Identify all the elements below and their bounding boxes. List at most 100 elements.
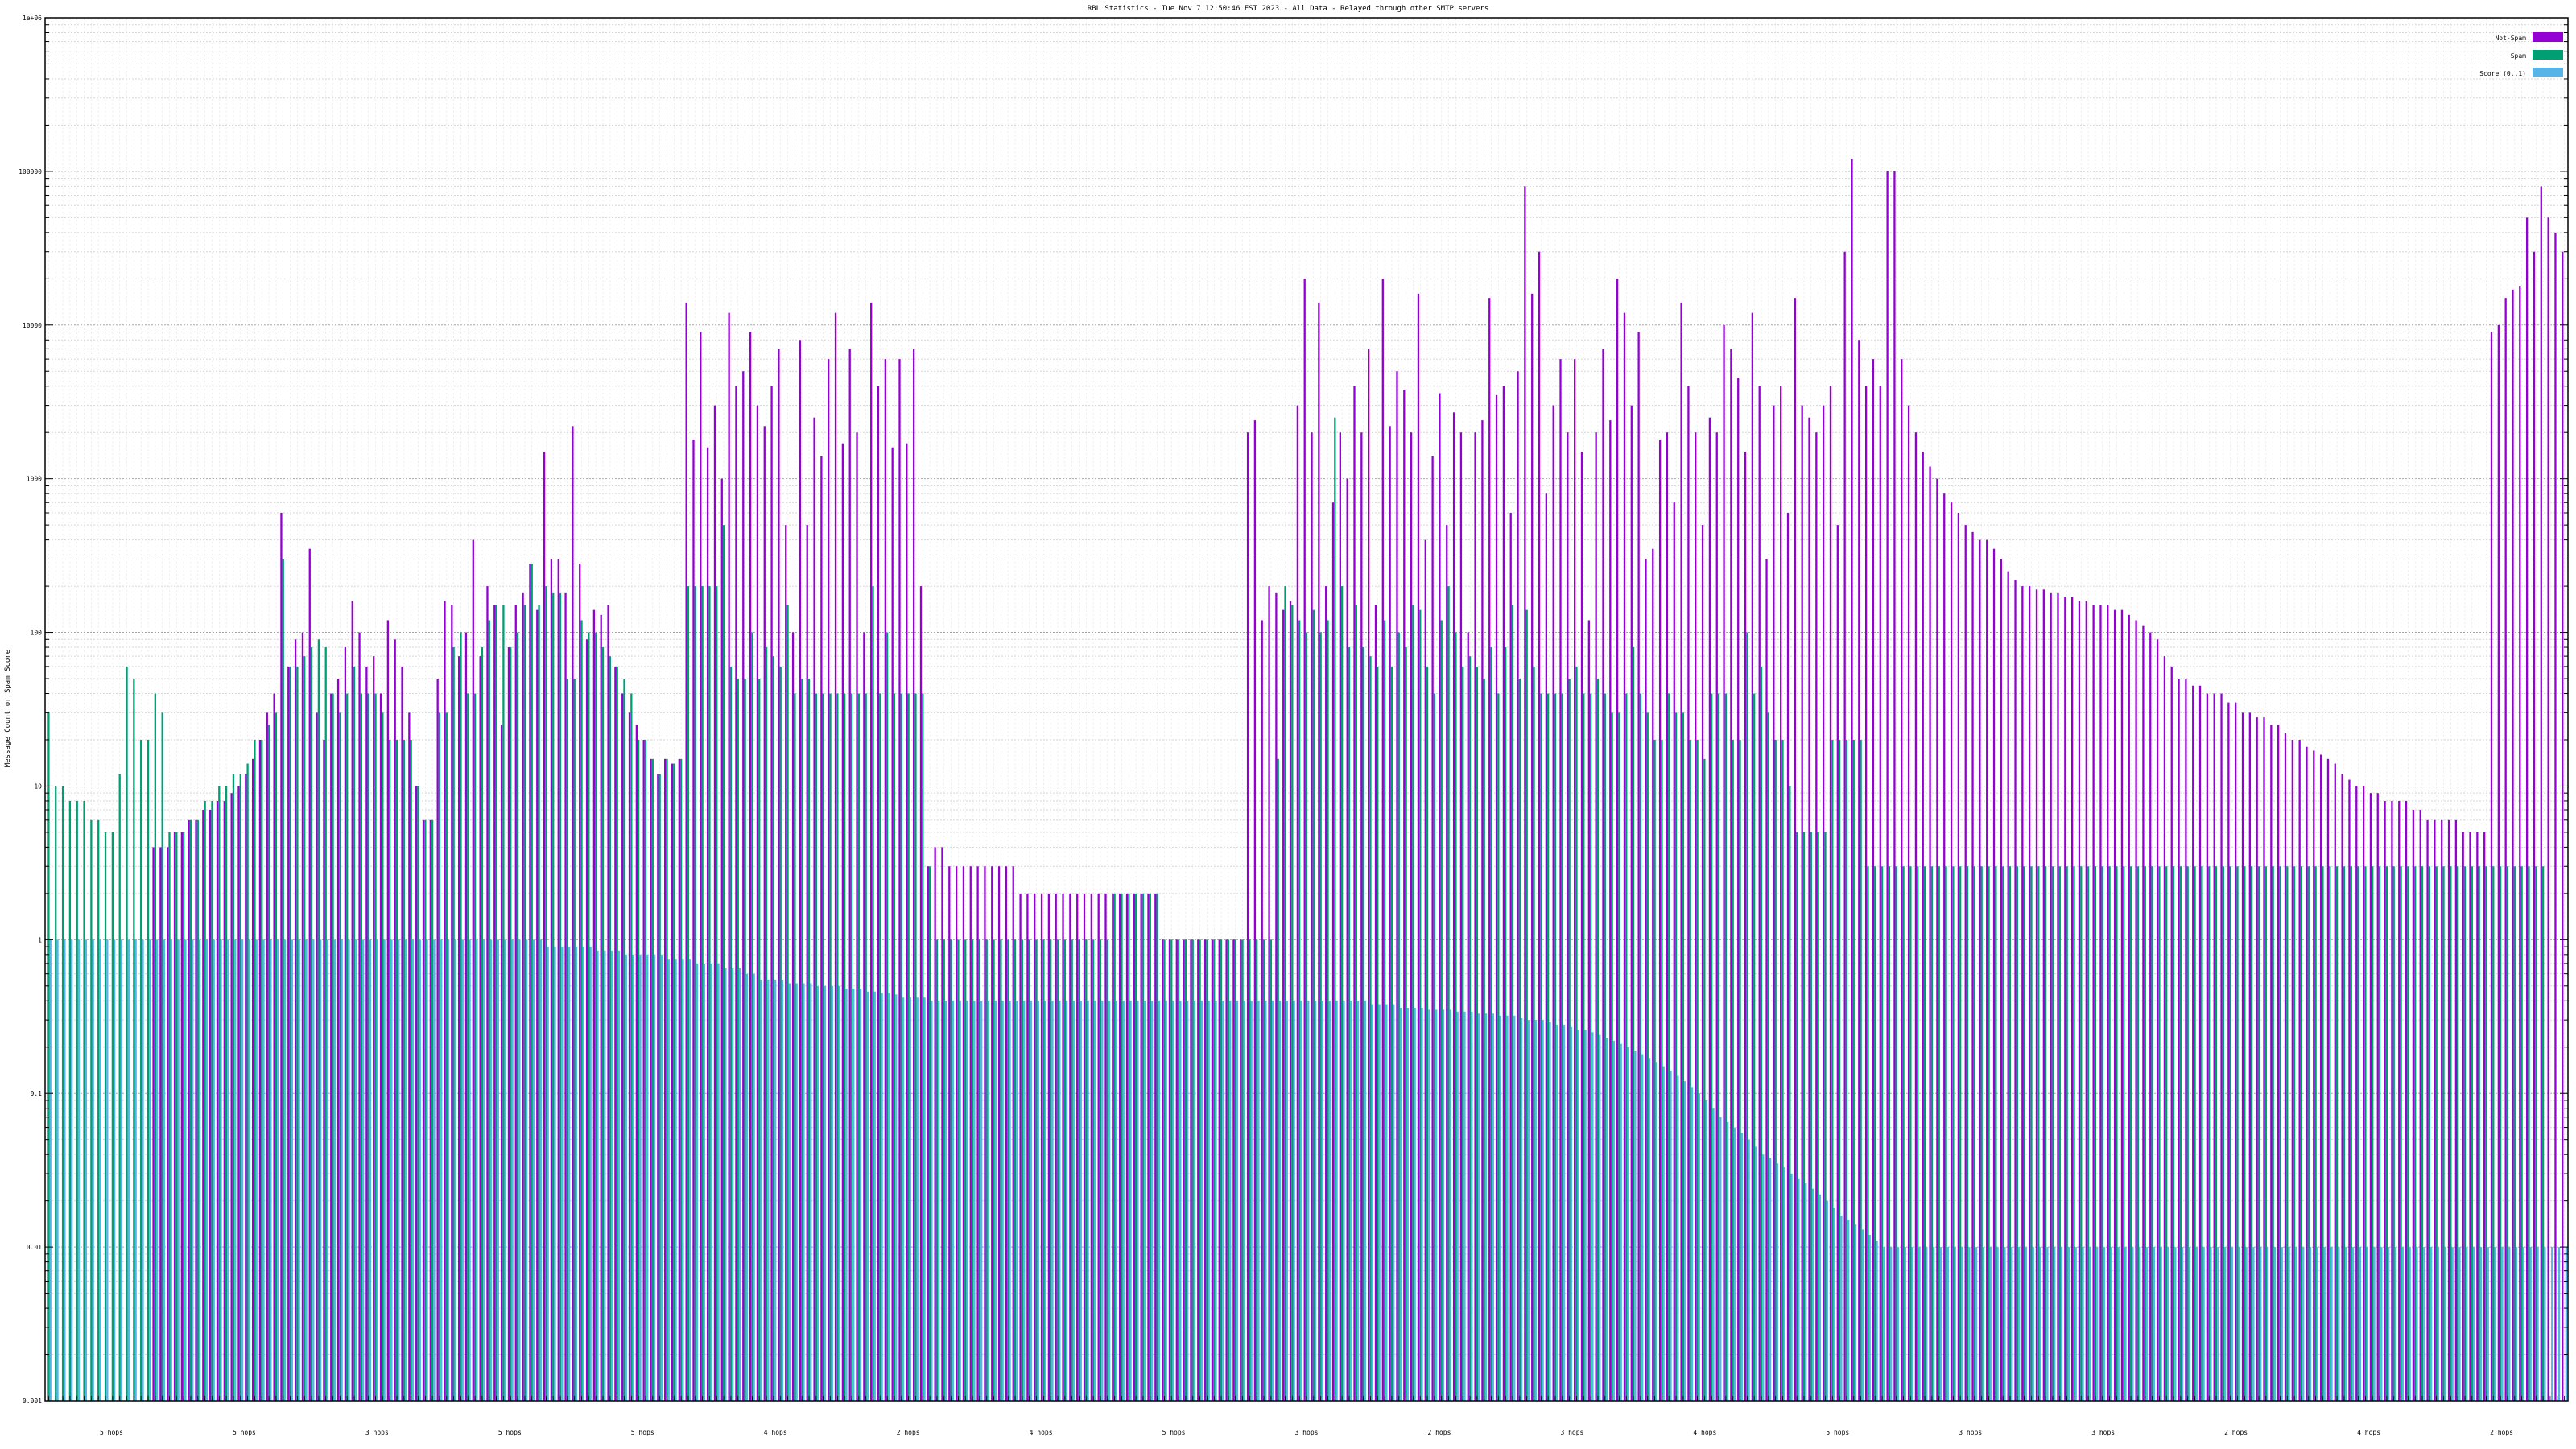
bar-spam: [1646, 712, 1649, 1401]
bar-not-spam: [1737, 378, 1740, 1402]
bar-spam: [1447, 586, 1450, 1401]
bar-spam: [1092, 939, 1095, 1401]
bar-spam: [1007, 939, 1009, 1401]
bar-not-spam: [1992, 548, 1996, 1402]
bar-spam: [452, 647, 455, 1401]
bar-score: [1690, 1087, 1694, 1401]
bar-not-spam: [1410, 432, 1413, 1401]
bar-not-spam: [1744, 452, 1747, 1402]
bar-spam: [666, 758, 668, 1401]
bar-score: [1250, 1001, 1253, 1401]
bar-score: [2429, 1247, 2433, 1401]
bar-score: [2217, 1247, 2219, 1401]
bar-not-spam: [330, 693, 332, 1401]
bar-score: [2501, 1247, 2504, 1401]
bar-score: [106, 939, 109, 1401]
bar-score: [92, 939, 94, 1401]
bar-score: [333, 939, 336, 1401]
bar-score: [923, 997, 926, 1401]
bar-spam: [438, 712, 441, 1401]
bar-not-spam: [1381, 279, 1384, 1402]
bar-score: [2565, 1247, 2568, 1401]
bar-score: [447, 939, 450, 1401]
bar-not-spam: [1623, 312, 1626, 1401]
bar-score: [1570, 1026, 1573, 1401]
bar-not-spam: [1218, 939, 1220, 1401]
bar-not-spam: [358, 632, 361, 1401]
bar-not-spam: [2369, 793, 2372, 1401]
bar-spam: [1995, 866, 1997, 1401]
bar-not-spam: [323, 739, 325, 1401]
bar-score: [134, 939, 137, 1401]
bar-spam: [729, 666, 733, 1401]
bar-not-spam: [202, 810, 204, 1401]
bar-not-spam: [2497, 324, 2500, 1401]
bar-score: [1975, 1247, 1978, 1401]
bar-not-spam: [828, 359, 830, 1402]
x-group-label: 2 hops: [1427, 1429, 1451, 1436]
bar-not-spam: [1034, 893, 1036, 1401]
bar-score: [2359, 1247, 2362, 1401]
bar-not-spam: [785, 525, 787, 1402]
bar-not-spam: [472, 539, 474, 1402]
bar-spam: [1596, 679, 1600, 1401]
bar-score: [1371, 1004, 1373, 1401]
bar-not-spam: [834, 312, 837, 1401]
x-group-label: 5 hops: [1826, 1429, 1849, 1436]
y-tick-label: 0.1: [31, 1090, 43, 1097]
bar-score: [2401, 1247, 2404, 1401]
bar-not-spam: [1076, 893, 1079, 1401]
bar-score: [369, 939, 372, 1401]
bar-not-spam: [2185, 679, 2187, 1401]
bar-spam: [2378, 866, 2381, 1401]
bar-score: [2281, 1247, 2283, 1401]
bar-spam: [530, 564, 533, 1402]
bar-spam: [907, 693, 910, 1401]
bar-spam: [658, 774, 661, 1401]
bar-score: [1001, 1001, 1004, 1401]
bar-not-spam: [2348, 779, 2351, 1401]
bar-spam: [794, 693, 796, 1401]
x-group-label: 5 hops: [100, 1429, 123, 1436]
bar-score: [483, 939, 485, 1401]
bar-not-spam: [1197, 939, 1199, 1401]
bar-spam: [2513, 866, 2516, 1401]
bar-spam: [1455, 632, 1457, 1401]
bar-spam: [2322, 866, 2324, 1401]
bar-spam: [196, 819, 199, 1401]
bar-score: [1208, 1001, 1210, 1401]
bar-score: [1612, 1040, 1616, 1401]
bar-spam: [104, 832, 107, 1401]
bar-not-spam: [500, 724, 503, 1401]
bar-score: [554, 947, 556, 1401]
bar-score: [1542, 1020, 1544, 1401]
bar-not-spam: [1773, 405, 1775, 1402]
bar-spam: [1682, 712, 1685, 1401]
bar-score: [2103, 1247, 2106, 1401]
bar-spam: [2030, 866, 2033, 1401]
bar-not-spam: [1715, 432, 1718, 1401]
bar-spam: [460, 632, 462, 1401]
bar-not-spam: [2206, 693, 2209, 1401]
bar-score: [753, 973, 755, 1401]
bar-spam: [1462, 666, 1464, 1401]
bar-spam: [1930, 866, 1934, 1401]
y-tick-label: 10: [34, 782, 42, 790]
bar-score: [2202, 1247, 2205, 1401]
bar-spam: [1327, 620, 1329, 1401]
bar-spam: [1035, 939, 1038, 1401]
bar-score: [433, 939, 436, 1401]
bar-not-spam: [941, 847, 943, 1401]
bar-spam: [1668, 693, 1670, 1401]
bar-score: [355, 939, 357, 1401]
bar-not-spam: [2298, 739, 2301, 1401]
bar-not-spam: [1125, 893, 1129, 1401]
bar-not-spam: [2227, 702, 2230, 1401]
bar-spam: [1880, 866, 1884, 1401]
bar-spam: [111, 832, 114, 1401]
bar-spam: [1988, 866, 1990, 1401]
bar-spam: [1170, 939, 1173, 1401]
bar-spam: [2506, 866, 2509, 1401]
bar-score: [2557, 1247, 2561, 1401]
bar-spam: [183, 832, 185, 1401]
